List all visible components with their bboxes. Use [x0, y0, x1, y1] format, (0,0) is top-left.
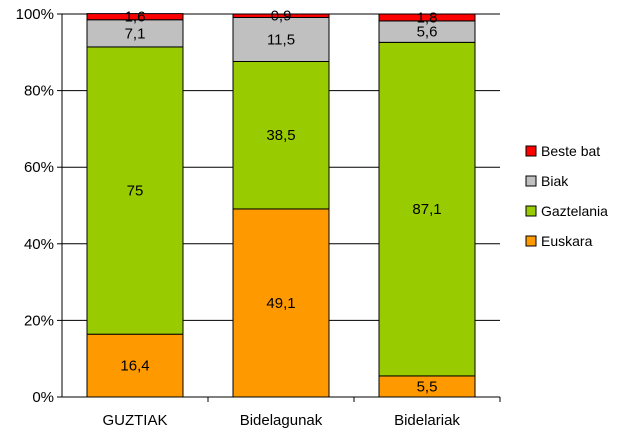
- y-tick-label: 80%: [24, 83, 54, 100]
- x-tick-label: Bidelagunak: [240, 412, 323, 429]
- y-tick-label: 40%: [24, 236, 54, 253]
- y-tick-label: 0%: [32, 389, 54, 406]
- legend-label: Euskara: [541, 233, 593, 249]
- legend-swatch: [525, 205, 537, 217]
- data-label: 5,5: [417, 378, 438, 395]
- legend-label: Beste bat: [541, 143, 600, 159]
- data-label: 87,1: [412, 201, 441, 218]
- data-label: 5,6: [417, 24, 438, 41]
- data-label: 1,6: [125, 9, 146, 26]
- data-label: 0,9: [271, 8, 292, 25]
- legend-swatch: [525, 145, 537, 157]
- data-label: 1,8: [417, 9, 438, 26]
- bar-segment: [86, 19, 184, 48]
- data-labels: 16,4 75 7,11,6 49,1 38,5 11,5 0,9 5,5 87,1 5,61,8: [120, 8, 441, 396]
- legend-label: Biak: [541, 173, 569, 189]
- bar-segment: [232, 16, 330, 62]
- legend-label: Gaztelania: [541, 203, 608, 219]
- y-tick-label: 60%: [24, 159, 54, 176]
- x-tick-label: Bidelariak: [394, 412, 460, 429]
- bar-segment: [86, 333, 184, 398]
- bar-segment: [378, 13, 476, 22]
- data-label: 38,5: [266, 127, 295, 144]
- y-tick-label: 20%: [24, 312, 54, 329]
- bar-segment: [86, 46, 184, 335]
- y-tick-label: 100%: [16, 6, 54, 23]
- data-label: 49,1: [266, 295, 295, 312]
- data-label: 16,4: [120, 358, 149, 375]
- bar-segment: [232, 13, 330, 18]
- data-label: 11,5: [267, 31, 295, 48]
- bar-segment: [86, 13, 184, 21]
- bars: [86, 13, 476, 398]
- legend-swatch: [525, 175, 537, 187]
- bar-segment: [232, 60, 330, 210]
- x-tick-label: GUZTIAK: [102, 412, 167, 429]
- bar-segment: [378, 41, 476, 377]
- legend: Beste bat Biak Gaztelania Euskara: [525, 143, 608, 249]
- data-label: 75: [127, 183, 144, 200]
- legend-swatch: [525, 235, 537, 247]
- bar-segment: [232, 208, 330, 398]
- data-label: 7,1: [125, 25, 146, 42]
